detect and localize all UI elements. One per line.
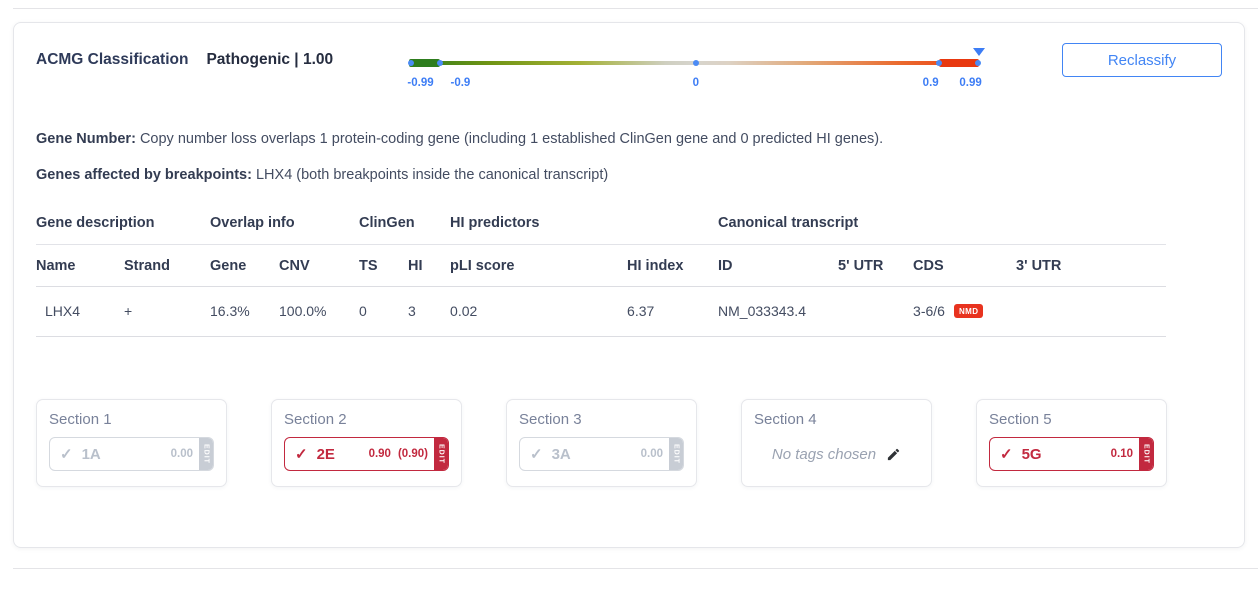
section-2-tag-2E[interactable]: ✓ 2E 0.90 (0.90) EDIT — [284, 437, 449, 471]
scale-tick-dot — [974, 60, 981, 66]
classification-scale: -0.99 -0.9 0 0.9 0.99 — [407, 47, 986, 99]
scale-pathogenic-cap — [939, 59, 980, 67]
tag-edit-button[interactable]: EDIT — [434, 438, 448, 470]
section-title: Section 4 — [754, 411, 817, 428]
scale-tick-label: 0 — [692, 77, 700, 89]
panel-title: ACMG Classification — [36, 51, 189, 68]
scale-bar — [407, 48, 986, 67]
gene-table-row: LHX4 + 16.3% 100.0% 0 3 0.02 6.37 NM_033… — [36, 286, 1166, 337]
scale-tick-label: -0.9 — [450, 77, 471, 89]
col-header-id: ID — [718, 244, 839, 287]
scale-tick-label: -0.99 — [407, 77, 434, 89]
group-header-gene-description: Gene description — [36, 205, 211, 245]
tag-label: 5G — [1021, 445, 1042, 463]
col-header-5utr: 5' UTR — [838, 244, 914, 287]
scale-tick-label: 0.99 — [959, 77, 982, 89]
section-5-card: Section 5 ✓ 5G 0.10 EDIT — [976, 399, 1167, 487]
tag-score: 0.10 — [1110, 448, 1133, 460]
cell-5utr — [838, 286, 914, 337]
title-block: ACMG Classification Pathogenic | 1.00 — [36, 51, 333, 69]
col-header-3utr: 3' UTR — [1016, 244, 1166, 287]
tag-label: 2E — [316, 445, 335, 463]
section-title: Section 1 — [49, 411, 112, 428]
cds-value: 3-6/6 — [913, 303, 945, 319]
col-header-ts: TS — [359, 244, 409, 287]
no-tags-text: No tags chosen — [771, 446, 877, 463]
pencil-icon[interactable] — [886, 447, 901, 462]
check-icon: ✓ — [295, 446, 308, 463]
check-icon: ✓ — [1000, 446, 1013, 463]
no-tags-row: No tags chosen — [754, 446, 919, 463]
scale-tick-dot — [407, 60, 414, 66]
check-icon: ✓ — [530, 446, 543, 463]
col-header-name: Name — [36, 244, 124, 287]
section-5-tag-5G[interactable]: ✓ 5G 0.10 EDIT — [989, 437, 1154, 471]
scale-tick-dot — [437, 60, 444, 66]
cell-hi-index: 6.37 — [627, 286, 719, 337]
scale-tick-label: 0.9 — [922, 77, 939, 89]
tag-score: 0.00 — [170, 448, 193, 460]
tag-score: 0.90 — [368, 448, 391, 460]
cell-gene-name: LHX4 — [36, 286, 124, 337]
tag-edit-button[interactable]: EDIT — [669, 438, 683, 470]
col-header-gene: Gene — [210, 244, 280, 287]
gene-number-line: Gene Number: Copy number loss overlaps 1… — [36, 131, 1222, 147]
section-1-tag-1A[interactable]: ✓ 1A 0.00 EDIT — [49, 437, 214, 471]
page-top-divider — [13, 8, 1258, 9]
section-title: Section 5 — [989, 411, 1052, 428]
col-header-pli-score: pLI score — [450, 244, 628, 287]
tag-secondary-score: (0.90) — [397, 448, 428, 460]
tag-edit-button[interactable]: EDIT — [199, 438, 213, 470]
tag-score: 0.00 — [640, 448, 663, 460]
section-title: Section 3 — [519, 411, 582, 428]
group-header-clingen: ClinGen — [359, 205, 451, 245]
breakpoints-text: LHX4 (both breakpoints inside the canoni… — [255, 167, 609, 183]
classification-result: Pathogenic | 1.00 — [206, 51, 334, 68]
cell-pli-score: 0.02 — [450, 286, 628, 337]
group-header-overlap-info: Overlap info — [210, 205, 360, 245]
cell-3utr — [1016, 286, 1166, 337]
section-title: Section 2 — [284, 411, 347, 428]
tag-label: 3A — [551, 445, 571, 463]
table-column-header-row: Name Strand Gene CNV TS HI pLI score HI … — [36, 244, 1166, 287]
group-header-canonical-transcript: Canonical transcript — [718, 205, 1166, 245]
section-4-card: Section 4 No tags chosen — [741, 399, 932, 487]
col-header-hi: HI — [408, 244, 451, 287]
breakpoints-label: Genes affected by breakpoints: — [36, 167, 252, 183]
reclassify-button[interactable]: Reclassify — [1062, 43, 1222, 77]
cell-cnv-overlap: 100.0% — [279, 286, 360, 337]
col-header-hi-index: HI index — [627, 244, 719, 287]
tag-edit-button[interactable]: EDIT — [1139, 438, 1153, 470]
cell-gene-overlap: 16.3% — [210, 286, 280, 337]
gene-table: Gene description Overlap info ClinGen HI… — [36, 205, 1166, 337]
page-bottom-divider — [13, 568, 1258, 569]
scale-tick-dot — [936, 60, 943, 66]
col-header-strand: Strand — [124, 244, 211, 287]
gene-number-text: Copy number loss overlaps 1 protein-codi… — [139, 131, 884, 147]
col-header-cds: CDS — [913, 244, 1017, 287]
col-header-cnv: CNV — [279, 244, 360, 287]
cell-cds: 3-6/6 NMD — [913, 286, 1017, 337]
breakpoints-line: Genes affected by breakpoints: LHX4 (bot… — [36, 167, 1222, 183]
scale-benign-cap — [409, 59, 441, 67]
classification-marker-icon[interactable] — [973, 48, 986, 56]
cell-hi-score: 3 — [408, 286, 451, 337]
section-1-card: Section 1 ✓ 1A 0.00 EDIT — [36, 399, 227, 487]
gene-number-label: Gene Number: — [36, 131, 136, 147]
cell-ts-score: 0 — [359, 286, 409, 337]
cell-strand: + — [124, 286, 211, 337]
section-3-tag-3A[interactable]: ✓ 3A 0.00 EDIT — [519, 437, 684, 471]
group-header-hi-predictors: HI predictors — [450, 205, 719, 245]
section-3-card: Section 3 ✓ 3A 0.00 EDIT — [506, 399, 697, 487]
tag-label: 1A — [81, 445, 101, 463]
scale-tick-dot — [692, 60, 699, 66]
section-2-card: Section 2 ✓ 2E 0.90 (0.90) EDIT — [271, 399, 462, 487]
table-group-header-row: Gene description Overlap info ClinGen HI… — [36, 205, 1166, 245]
check-icon: ✓ — [60, 446, 73, 463]
acmg-classification-panel: ACMG Classification Pathogenic | 1.00 -0… — [13, 22, 1245, 548]
nmd-badge: NMD — [953, 304, 984, 318]
cell-transcript-id: NM_033343.4 — [718, 286, 839, 337]
panel-header: ACMG Classification Pathogenic | 1.00 -0… — [36, 43, 1222, 99]
acmg-sections-row: Section 1 ✓ 1A 0.00 EDIT Section 2 ✓ 2E … — [36, 399, 1222, 487]
